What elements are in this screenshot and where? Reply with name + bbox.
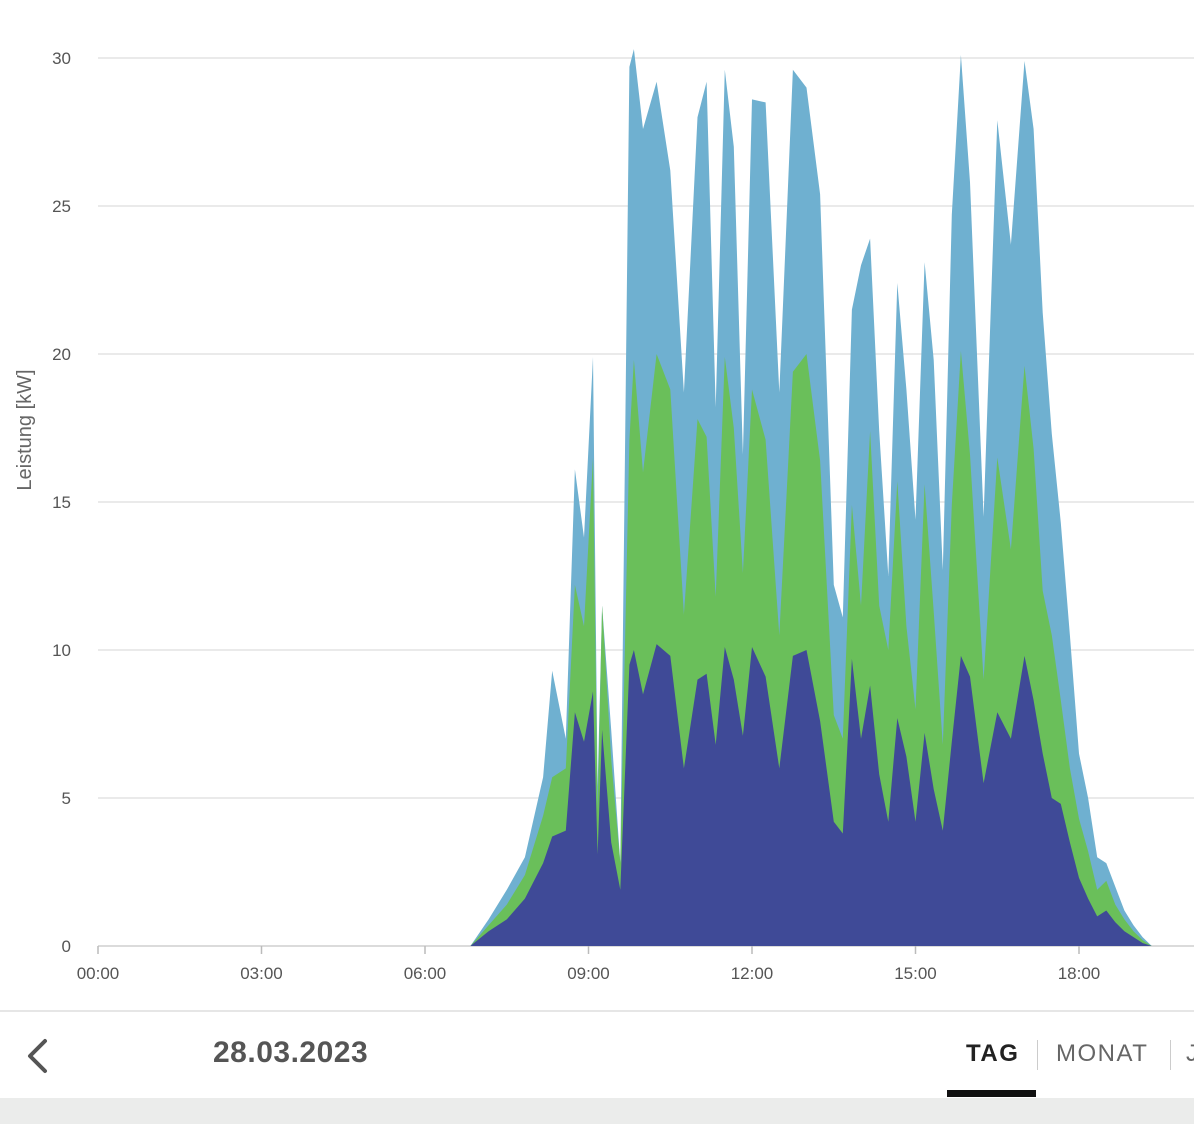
tab-day[interactable]: TAG bbox=[966, 1040, 1020, 1067]
axes: 0 5 10 15 20 25 30 00:00 03:00 06:00 09:00 12:00 15:… bbox=[52, 49, 1100, 983]
y-axis-label: Leistung [kW] bbox=[14, 369, 36, 490]
y-tick-label: 0 bbox=[62, 937, 71, 956]
x-tick-label: 06:00 bbox=[404, 964, 447, 983]
y-tick-label: 10 bbox=[52, 641, 71, 660]
tab-separator bbox=[1170, 1040, 1171, 1070]
x-tick-label: 15:00 bbox=[894, 964, 937, 983]
back-button[interactable] bbox=[18, 1032, 62, 1080]
x-tick-label: 18:00 bbox=[1058, 964, 1101, 983]
stacked-areas bbox=[470, 49, 1161, 947]
x-tick-label: 00:00 bbox=[77, 964, 120, 983]
chevron-left-icon bbox=[28, 1039, 47, 1073]
x-tick-label: 09:00 bbox=[567, 964, 610, 983]
x-tick-label: 03:00 bbox=[240, 964, 283, 983]
x-tick-label: 12:00 bbox=[731, 964, 774, 983]
date-navigation-bar: 28.03.2023 TAG MONAT J bbox=[0, 1012, 1194, 1098]
tab-year[interactable]: J bbox=[1186, 1040, 1194, 1067]
y-tick-label: 20 bbox=[52, 345, 71, 364]
footer-bar bbox=[0, 1098, 1194, 1124]
tab-month[interactable]: MONAT bbox=[1056, 1040, 1149, 1067]
y-tick-label: 5 bbox=[62, 789, 71, 808]
selected-date[interactable]: 28.03.2023 bbox=[213, 1036, 369, 1069]
active-tab-indicator bbox=[947, 1090, 1036, 1097]
tab-separator bbox=[1037, 1040, 1038, 1070]
y-tick-label: 30 bbox=[52, 49, 71, 68]
series-area-1 bbox=[470, 644, 1161, 946]
y-tick-label: 15 bbox=[52, 493, 71, 512]
y-tick-label: 25 bbox=[52, 197, 71, 216]
divider bbox=[0, 1010, 1194, 1012]
power-chart: 0 5 10 15 20 25 30 00:00 03:00 06:00 09:00 12:00 15:… bbox=[14, 49, 1194, 983]
